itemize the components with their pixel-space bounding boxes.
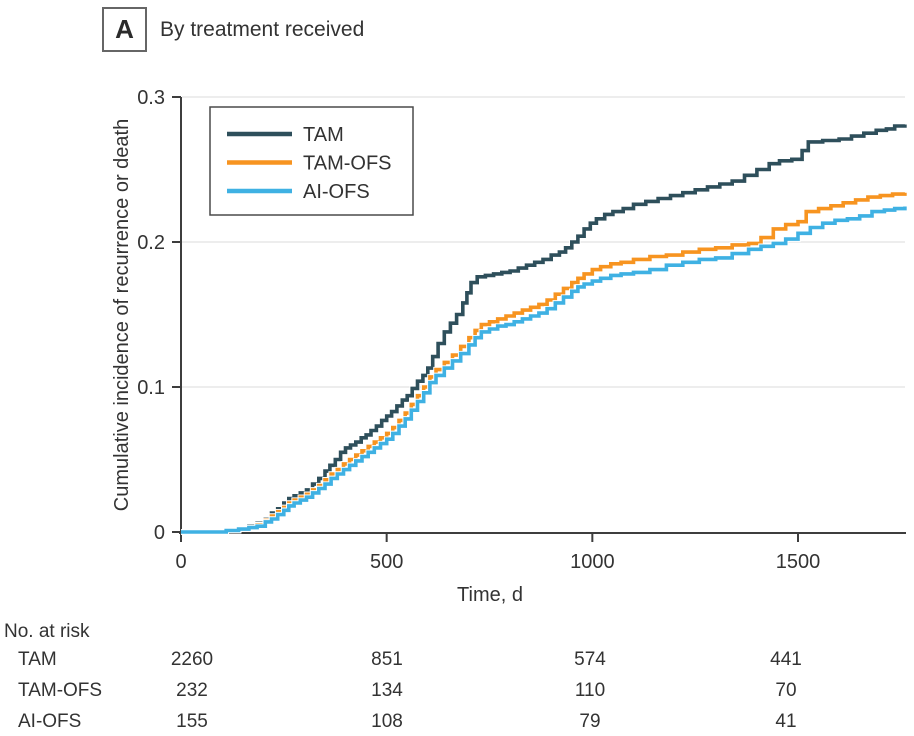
legend-item-label-tam-ofs: TAM-OFS — [303, 153, 392, 175]
risk-value: 110 — [574, 680, 606, 701]
series-halo-tam-ofs — [181, 191, 908, 535]
y-axis-title: Cumulative incidence of recurrence or de… — [111, 119, 133, 511]
x-tick-label: 1000 — [570, 551, 615, 573]
legend-item-label-ai-ofs: AI-OFS — [303, 181, 370, 203]
y-tick-label: 0.1 — [137, 377, 165, 399]
risk-value: 441 — [770, 649, 802, 670]
y-tick-label: 0.2 — [137, 232, 165, 254]
panel-header: A By treatment received — [102, 7, 364, 52]
panel-label-badge: A — [102, 7, 147, 52]
risk-value: 2260 — [170, 649, 214, 670]
series-halo-ai-ofs — [181, 205, 908, 535]
risk-value: 70 — [775, 680, 797, 701]
risk-row-tam-ofs: TAM-OFS 232 134 110 70 — [0, 680, 914, 704]
x-tick-label: 1500 — [776, 551, 821, 573]
risk-value: 41 — [775, 711, 797, 732]
x-axis-title: Time, d — [457, 584, 523, 606]
x-tick-label: 500 — [370, 551, 403, 573]
risk-value: 79 — [579, 711, 601, 732]
y-tick-label: 0 — [154, 522, 165, 544]
risk-row-label: AI-OFS — [18, 711, 82, 732]
risk-table-title: No. at risk — [4, 621, 90, 642]
risk-row-label: TAM — [18, 649, 57, 670]
panel-title: By treatment received — [160, 17, 365, 41]
series-line-ai-ofs — [181, 206, 907, 534]
legend-item-label-tam: TAM — [303, 124, 344, 146]
risk-value: 232 — [176, 680, 208, 701]
risk-value: 134 — [371, 680, 403, 701]
risk-value: 155 — [176, 711, 208, 732]
risk-value: 851 — [371, 649, 403, 670]
y-tick-label: 0.3 — [137, 87, 165, 109]
risk-table: No. at risk TAM 2260 851 574 441 TAM-OFS 232 13… — [0, 618, 914, 736]
risk-value: 108 — [371, 711, 403, 732]
cumulative-incidence-chart: 0 0.1 0.2 0.3 0 500 1000 1500 Time, d Cumulative … — [111, 87, 908, 606]
series-line-tam-ofs — [181, 192, 907, 534]
risk-row-label: TAM-OFS — [18, 680, 103, 701]
x-tick-label: 0 — [175, 551, 186, 573]
risk-value: 574 — [574, 649, 606, 670]
risk-row-ai-ofs: AI-OFS 155 108 79 41 — [0, 711, 914, 735]
risk-row-tam: TAM 2260 851 574 441 — [0, 649, 914, 673]
